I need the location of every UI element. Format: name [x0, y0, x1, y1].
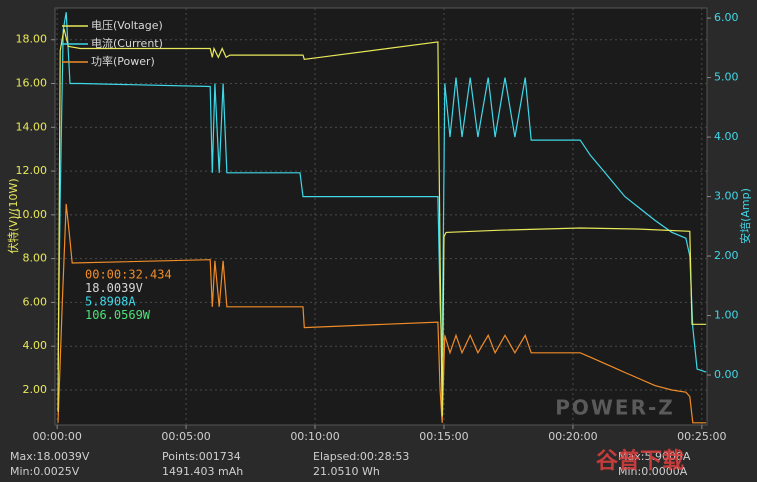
y-tick-label: 12.00: [16, 164, 48, 177]
y2-tick-label: 6.00: [714, 11, 739, 24]
x-tick-label: 00:10:00: [290, 430, 339, 443]
y2-axis-label: 安培(Amp): [738, 188, 752, 244]
y2-tick-label: 2.00: [714, 249, 739, 262]
series-line: [57, 28, 707, 417]
cursor-readout: 106.0569W: [85, 308, 151, 322]
cursor-readout: 00:00:32.434: [85, 268, 172, 282]
cursor-readout: 5.8908A: [85, 295, 136, 309]
legend: 电压(Voltage) 电流(Current) 功率(Power): [62, 19, 163, 68]
y-tick-label: 4.00: [23, 339, 48, 352]
y2-tick-label: 5.00: [714, 71, 739, 84]
series-line: [57, 203, 707, 424]
y-tick-label: 8.00: [23, 252, 48, 265]
footer-stat: Min:0.0000A: [618, 465, 688, 478]
x-tick-label: 00:00:00: [32, 430, 81, 443]
y-axis-label: 伏特(V)/(10W): [6, 178, 20, 253]
footer-stat: Points:001734: [162, 450, 241, 463]
x-tick-label: 00:20:00: [548, 430, 597, 443]
x-tick-label: 00:25:00: [677, 430, 726, 443]
lines: [57, 12, 707, 424]
y2-tick-label: 0.00: [714, 368, 739, 381]
x-tick-label: 00:15:00: [419, 430, 468, 443]
y-tick-label: 2.00: [23, 383, 48, 396]
y-tick-label: 14.00: [16, 120, 48, 133]
footer-stat: Max:18.0039V: [10, 450, 90, 463]
y2-tick-label: 4.00: [714, 130, 739, 143]
y-tick-label: 10.00: [16, 208, 48, 221]
x-tick-label: 00:05:00: [161, 430, 210, 443]
y-tick-label: 18.00: [16, 33, 48, 46]
y-tick-label: 6.00: [23, 295, 48, 308]
footer-stat: 21.0510 Wh: [313, 465, 380, 478]
footer-stat: 1491.403 mAh: [162, 465, 243, 478]
y2-tick-label: 1.00: [714, 309, 739, 322]
legend-label: 电流(Current): [91, 36, 163, 50]
legend-label: 功率(Power): [91, 54, 155, 68]
y2-tick-label: 3.00: [714, 190, 739, 203]
plot-area: [54, 7, 708, 426]
y-tick-label: 16.00: [16, 77, 48, 90]
grid: [55, 8, 707, 425]
footer-stat: Min:0.0025V: [10, 465, 80, 478]
watermark: POWER-Z: [555, 396, 675, 420]
footer-stat: Max:5.9008A: [618, 450, 691, 463]
legend-label: 电压(Voltage): [91, 19, 163, 32]
site-watermark: 谷普下载: [596, 448, 684, 474]
cursor-readout: 18.0039V: [85, 281, 143, 295]
footer-stat: Elapsed:00:28:53: [313, 450, 409, 463]
series-line: [57, 12, 707, 373]
